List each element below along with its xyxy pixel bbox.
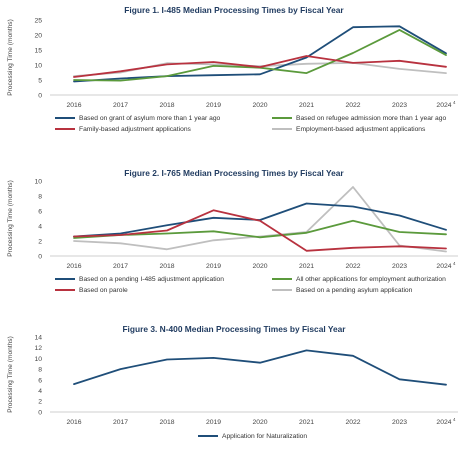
- y-tick-label: 4: [38, 223, 42, 230]
- x-tick-label: 2021: [299, 419, 314, 426]
- figure-3-title: Figure 3. N-400 Median Processing Times …: [122, 324, 346, 334]
- x-tick-label: 2020: [252, 102, 267, 109]
- legend-label: Based on a pending asylum application: [296, 287, 413, 294]
- y-tick-label: 6: [38, 208, 42, 215]
- legend-label: Based on grant of asylum more than 1 yea…: [79, 115, 221, 122]
- x-tick-label: 2023: [392, 102, 407, 109]
- x-tick-label: 2023: [392, 419, 407, 426]
- y-tick-label: 10: [34, 178, 42, 185]
- x-tick-label: 2024 4: [436, 261, 456, 270]
- y-tick-label: 12: [34, 345, 42, 352]
- x-tick-label: 2018: [159, 102, 174, 109]
- figure-2-title: Figure 2. I-765 Median Processing Times …: [124, 168, 344, 178]
- x-tick-label: 2017: [113, 263, 128, 270]
- x-tick-label: 2017: [113, 419, 128, 426]
- figure-1-legend-item-4: Employment-based adjustment applications: [272, 126, 425, 133]
- x-tick-label: 2016: [66, 263, 81, 270]
- y-tick-label: 5: [38, 77, 42, 84]
- legend-swatch: [55, 128, 75, 131]
- x-tick-label: 2021: [299, 263, 314, 270]
- legend-swatch: [272, 278, 292, 281]
- y-tick-label: 8: [38, 367, 42, 374]
- series-line-3: [73, 55, 447, 78]
- series-line-3: [73, 209, 447, 252]
- legend-label: Based on a pending I-485 adjustment appl…: [79, 276, 224, 283]
- y-axis-title: Processing Time (months): [7, 180, 14, 257]
- y-tick-label: 14: [34, 334, 42, 341]
- x-tick-label: 2018: [159, 263, 174, 270]
- figure-1-legend-item-1: Based on grant of asylum more than 1 yea…: [55, 115, 220, 122]
- y-tick-label: 0: [38, 253, 42, 260]
- y-tick-label: 6: [38, 377, 42, 384]
- y-tick-label: 15: [34, 47, 42, 54]
- legend-swatch: [272, 117, 292, 120]
- legend-label: Family-based adjustment applications: [79, 126, 191, 133]
- legend-label: Based on parole: [79, 287, 128, 294]
- x-tick-label: 2022: [345, 263, 360, 270]
- x-tick-label: 2022: [345, 419, 360, 426]
- figure-1-legend-item-2: Based on refugee admission more than 1 y…: [272, 115, 446, 122]
- figure-1-title: Figure 1. I-485 Median Processing Times …: [124, 5, 344, 15]
- y-tick-label: 8: [38, 193, 42, 200]
- legend-swatch: [272, 289, 292, 292]
- legend-label: Application for Naturalization: [222, 433, 308, 440]
- x-tick-label: 2019: [206, 419, 221, 426]
- legend-swatch: [55, 278, 75, 281]
- figure-2-legend-item-3: Based on parole: [55, 287, 128, 294]
- legend-swatch: [272, 128, 292, 131]
- x-tick-label: 2024 4: [436, 417, 456, 426]
- y-tick-label: 0: [38, 409, 42, 416]
- y-tick-label: 4: [38, 388, 42, 395]
- series-line-2: [73, 219, 447, 239]
- x-tick-label: 2016: [66, 419, 81, 426]
- x-tick-label: 2022: [345, 102, 360, 109]
- y-tick-label: 10: [34, 62, 42, 69]
- x-tick-label: 2019: [206, 102, 221, 109]
- x-tick-label: 2016: [66, 102, 81, 109]
- series-line-1: [73, 25, 447, 83]
- legend-swatch: [55, 289, 75, 292]
- y-tick-label: 10: [34, 356, 42, 363]
- x-tick-label: 2020: [252, 263, 267, 270]
- legend-swatch: [198, 435, 218, 438]
- x-tick-label: 2018: [159, 419, 174, 426]
- x-tick-label: 2020: [252, 419, 267, 426]
- x-tick-label: 2024 4: [436, 100, 456, 109]
- y-axis-title: Processing Time (months): [7, 336, 14, 413]
- y-axis-title: Processing Time (months): [7, 19, 14, 96]
- y-tick-label: 2: [38, 238, 42, 245]
- figure-2-legend-item-2: All other applications for employment au…: [272, 276, 446, 283]
- series-line-1: [73, 349, 447, 386]
- y-tick-label: 20: [34, 32, 42, 39]
- legend-label: Based on refugee admission more than 1 y…: [296, 115, 447, 122]
- legend-label: Employment-based adjustment applications: [296, 126, 426, 133]
- figure-2-chart: Processing Time (months) 0 2 4 6 8 10 2016 2017 2…: [7, 178, 458, 270]
- y-tick-label: 0: [38, 92, 42, 99]
- legend-swatch: [55, 117, 75, 120]
- y-tick-label: 25: [34, 17, 42, 24]
- figure-3-legend-item-1: Application for Naturalization: [198, 433, 307, 440]
- figure-2-legend-item-1: Based on a pending I-485 adjustment appl…: [55, 276, 224, 283]
- x-tick-label: 2019: [206, 263, 221, 270]
- figure-1-legend-item-3: Family-based adjustment applications: [55, 126, 191, 133]
- x-tick-label: 2023: [392, 263, 407, 270]
- figure-1-chart: Processing Time (months) 0 5 10 15 20 25 2016 20…: [7, 17, 458, 109]
- legend-label: All other applications for employment au…: [296, 276, 446, 283]
- x-tick-label: 2017: [113, 102, 128, 109]
- figure-2-legend-item-4: Based on a pending asylum application: [272, 287, 412, 294]
- x-tick-label: 2021: [299, 102, 314, 109]
- y-tick-label: 2: [38, 399, 42, 406]
